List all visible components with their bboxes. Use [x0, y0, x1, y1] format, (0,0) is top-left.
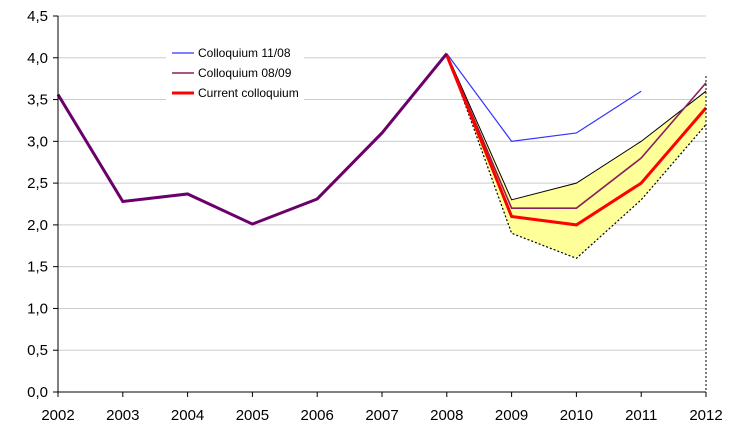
- y-tick-label: 2,5: [27, 175, 48, 192]
- x-tick-label: 2002: [41, 407, 74, 424]
- x-tick-label: 2004: [171, 407, 204, 424]
- legend-item-1: Colloquium 11/08: [172, 46, 291, 60]
- x-tick-label: 2008: [430, 407, 463, 424]
- series-line-4: [56, 52, 448, 226]
- series-lines: [56, 52, 708, 227]
- x-tick-label: 2009: [495, 407, 528, 424]
- axes: [57, 16, 707, 397]
- legend-label-1: Colloquium 11/08: [198, 46, 291, 60]
- x-axis-tick-labels: 2002 2003 2004 2005 2006 2007 2008 2009 2010 2011…: [41, 407, 722, 424]
- series-line-1: [446, 53, 642, 142]
- x-tick-label: 2003: [106, 407, 139, 424]
- band-lower-line: [446, 53, 707, 260]
- y-tick-label: 0,5: [27, 342, 48, 359]
- legend-item-2: Colloquium 08/09: [172, 66, 292, 80]
- y-tick-label: 0,0: [27, 384, 48, 401]
- series-line-2: [446, 54, 707, 209]
- band-upper-line: [446, 53, 707, 201]
- y-tick-label: 4,5: [27, 8, 48, 25]
- legend-label-2: Colloquium 08/09: [198, 66, 292, 80]
- x-tick-label: 2012: [689, 407, 722, 424]
- x-tick-label: 2010: [560, 407, 593, 424]
- y-tick-label: 1,5: [27, 259, 48, 276]
- x-tick-label: 2005: [236, 407, 269, 424]
- x-tick-label: 2011: [625, 407, 657, 424]
- x-tick-label: 2007: [365, 407, 398, 424]
- y-axis-tick-labels: 0,0 0,5 1,0 1,5 2,0 2,5 3,0 3,5 4,0 4,5: [27, 8, 48, 401]
- series-line-3: [445, 54, 708, 227]
- y-tick-label: 2,0: [27, 217, 48, 234]
- y-tick-label: 1,0: [27, 300, 48, 317]
- x-tick-label: 2006: [301, 407, 334, 424]
- legend: Colloquium 11/08 Colloquium 08/09 Curren…: [166, 40, 304, 104]
- y-tick-label: 3,0: [27, 133, 48, 150]
- y-tick-label: 4,0: [27, 50, 48, 67]
- legend-label-3: Current colloquium: [198, 86, 299, 100]
- legend-item-3: Current colloquium: [172, 86, 299, 100]
- y-tick-label: 3,5: [27, 92, 48, 109]
